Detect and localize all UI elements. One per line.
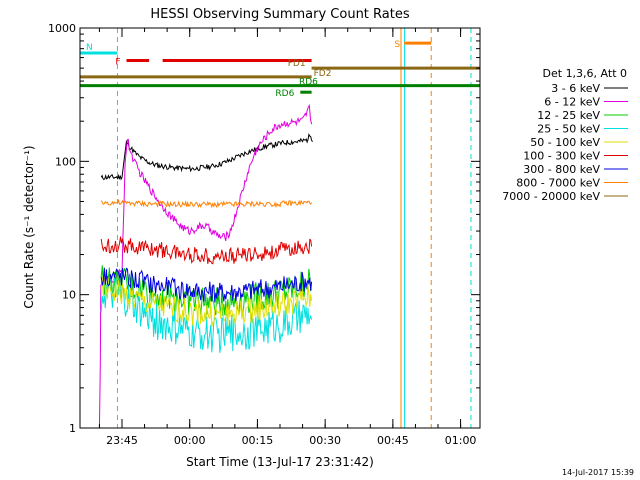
legend-label-4: 50 - 100 keV — [530, 136, 600, 149]
legend-label-1: 6 - 12 keV — [544, 96, 600, 109]
series-line-4 — [100, 276, 313, 327]
y-axis-label: Count Rate (s⁻¹ detector⁻¹) — [22, 145, 36, 308]
footer-timestamp: 14-Jul-2017 15:39 — [562, 468, 634, 477]
annotation-label-fd2-4: FD2 — [314, 69, 332, 79]
chart-title: HESSI Observing Summary Count Rates — [150, 7, 409, 22]
x-tick-label-4: 00:45 — [377, 434, 409, 447]
legend-label-0: 3 - 6 keV — [551, 82, 600, 95]
y-tick-label-0: 1 — [69, 422, 76, 435]
x-axis-label: Start Time (13-Jul-17 23:31:42) — [186, 455, 374, 469]
series-line-3 — [100, 277, 313, 353]
x-tick-label-0: 23:45 — [106, 434, 138, 447]
legend-label-2: 12 - 25 keV — [537, 109, 600, 122]
annotation-label-f-1: F — [115, 58, 120, 68]
series-line-5 — [100, 236, 313, 265]
annotation-label-rd6-6: RD6 — [275, 89, 294, 99]
x-tick-label-1: 00:00 — [174, 434, 206, 447]
legend-label-6: 300 - 800 keV — [523, 163, 600, 176]
y-tick-label-1: 10 — [62, 289, 76, 302]
annotation-label-n-0: N — [86, 43, 93, 53]
y-tick-label-3: 1000 — [48, 22, 76, 35]
series-line-1 — [98, 103, 313, 428]
annotation-label-fd1-3: FD1 — [288, 59, 306, 69]
y-tick-label-2: 100 — [55, 155, 76, 168]
series-line-0 — [100, 133, 313, 181]
x-tick-label-2: 00:15 — [242, 434, 274, 447]
annotation-label-rd6-5: RD6 — [299, 78, 318, 88]
axes: 1 10 100 1000 23:45 00:00 00:15 00:30 00:45 01:00 — [48, 22, 481, 447]
legend-label-7: 800 - 7000 keV — [516, 177, 600, 190]
annotation-label-s-2: S — [394, 40, 400, 50]
x-tick-label-5: 01:00 — [445, 434, 477, 447]
legend-title: Det 1,3,6, Att 0 — [543, 67, 627, 80]
x-tick-label-3: 00:30 — [309, 434, 341, 447]
legend-label-8: 7000 - 20000 keV — [502, 190, 600, 203]
axes-frame — [79, 27, 481, 429]
series-line-7 — [100, 198, 313, 209]
plot-inner — [80, 28, 480, 428]
legend-label-5: 100 - 300 keV — [523, 150, 600, 163]
legend-label-3: 25 - 50 keV — [537, 123, 600, 136]
series-line-6 — [100, 267, 313, 303]
